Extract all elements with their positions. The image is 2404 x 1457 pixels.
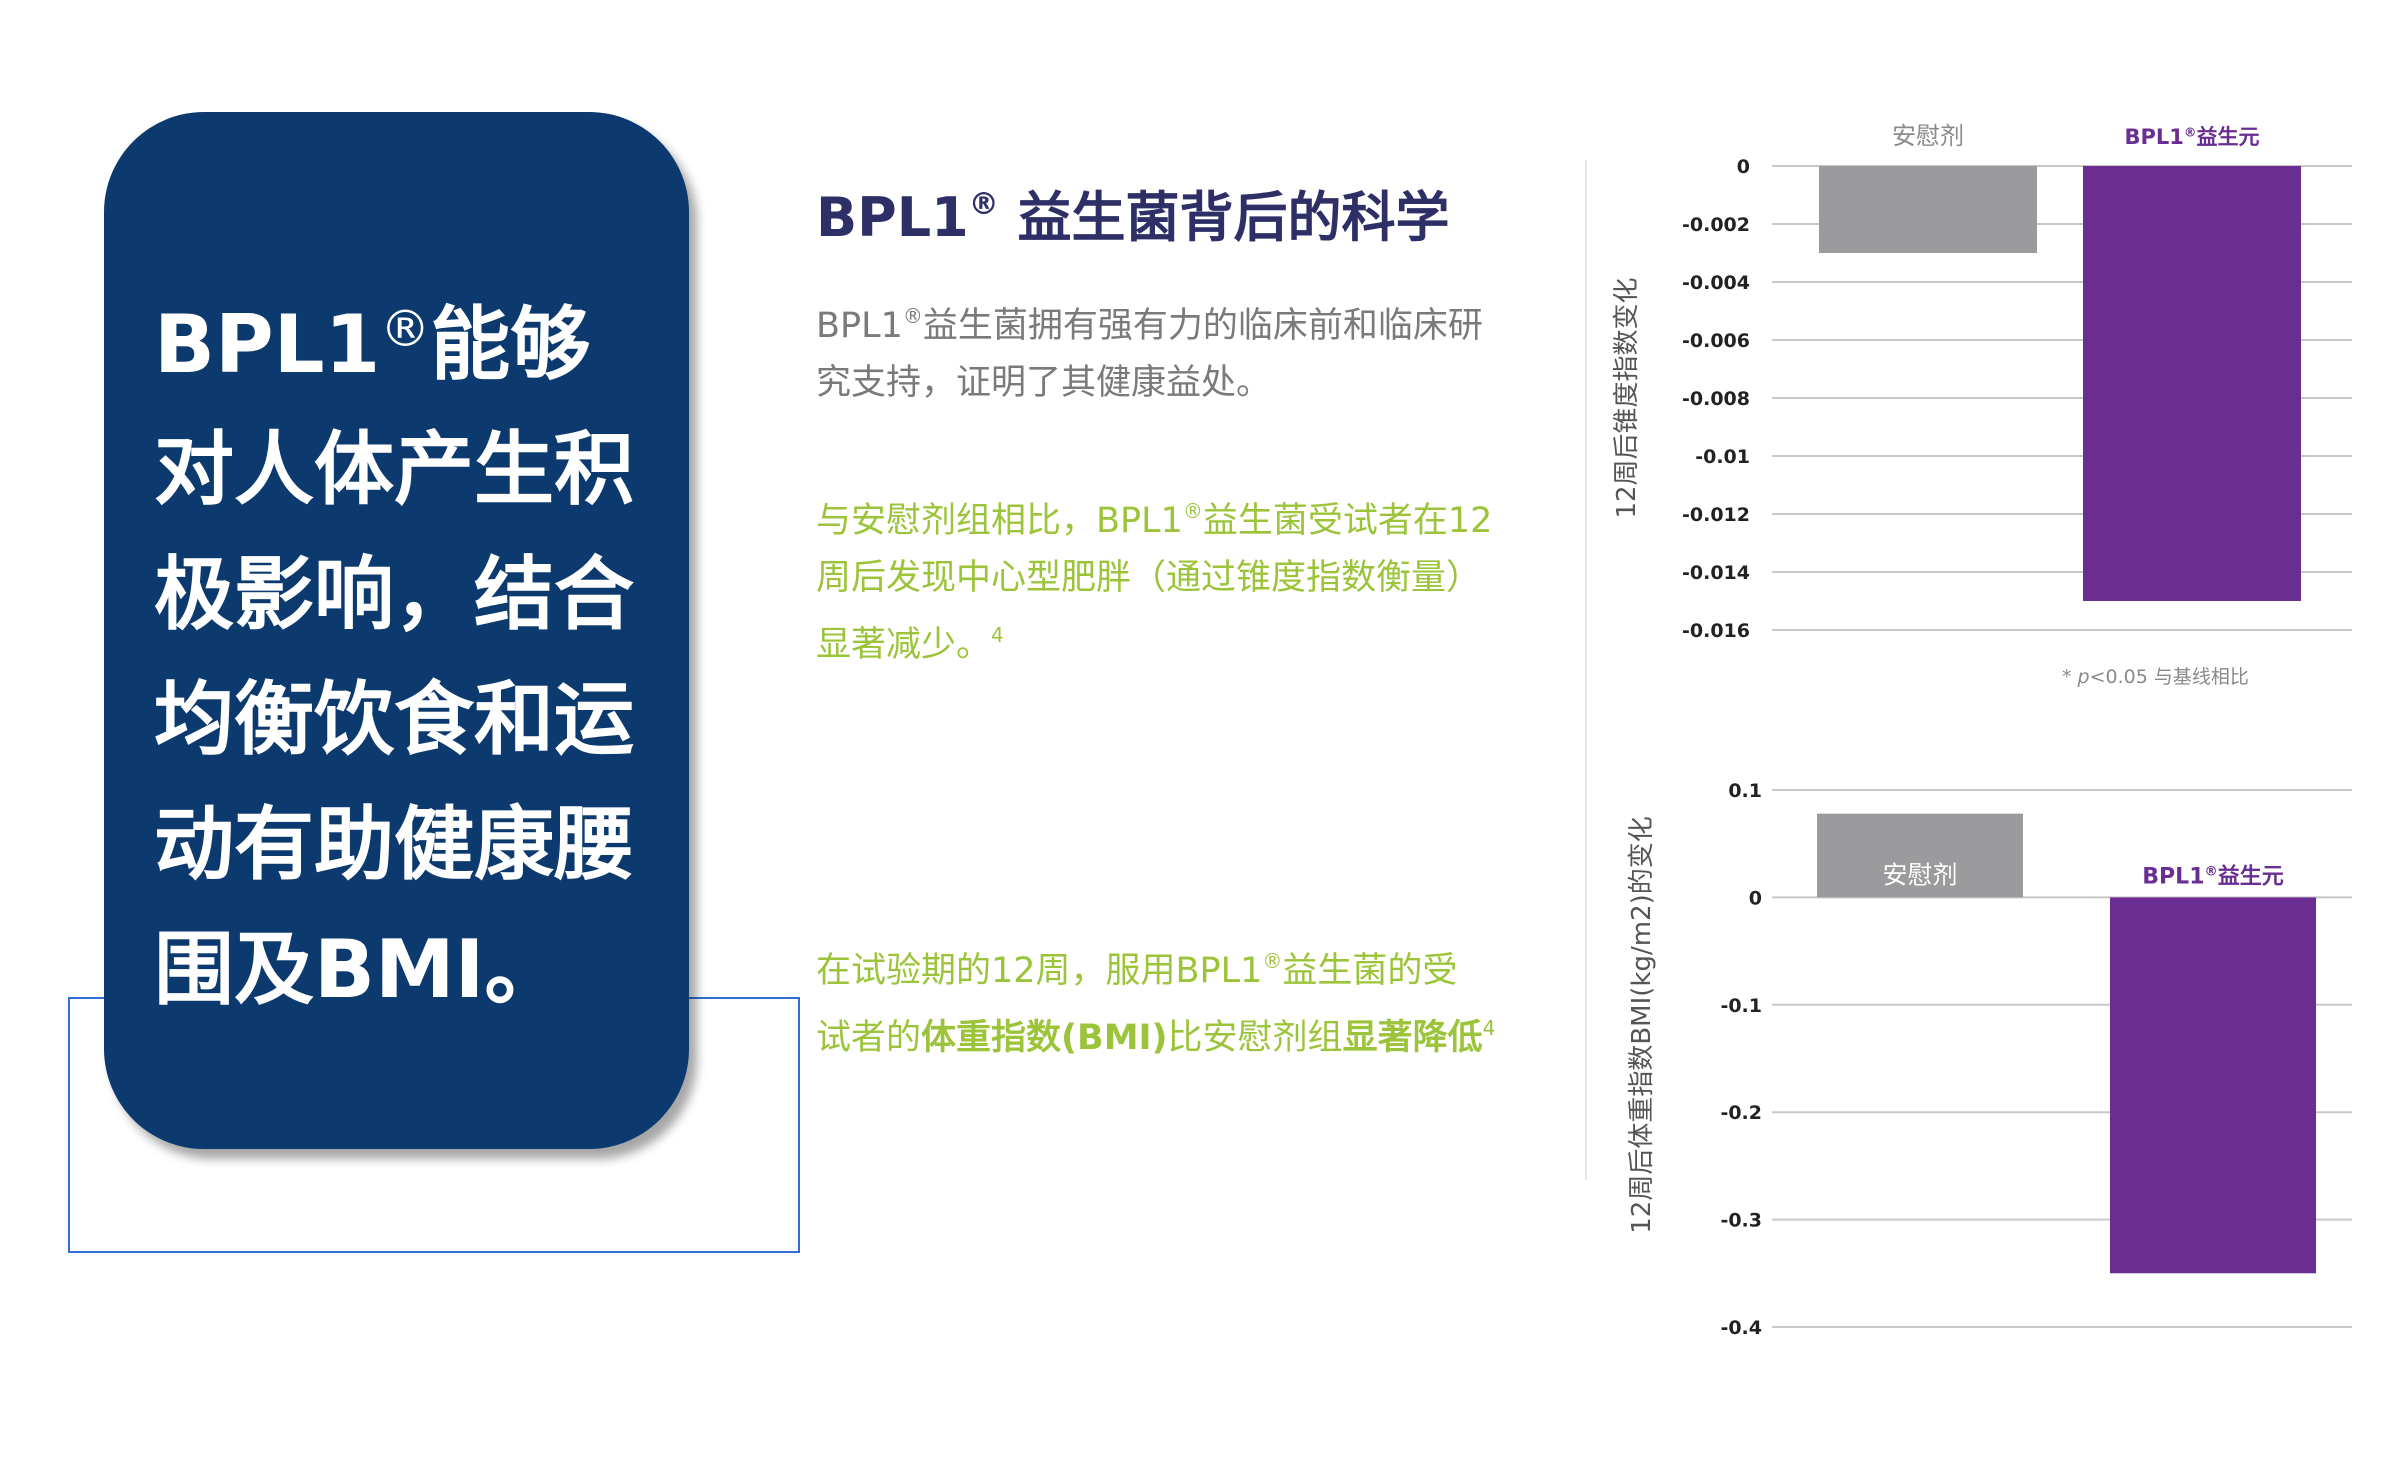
y-tick-label: -0.2 [1720, 1102, 1762, 1124]
y-tick-label: -0.012 [1682, 504, 1750, 526]
placebo-bar [1819, 166, 2037, 253]
probiotic-category-label: BPL1®益生元 [2125, 125, 2260, 149]
y-tick-label: -0.004 [1682, 272, 1750, 294]
summary-line-1: BPL1®能够 [154, 298, 591, 391]
y-tick-label: -0.016 [1682, 620, 1750, 642]
significance-footnote: * p<0.05 与基线相比 [2062, 666, 2249, 688]
placebo-bar [1817, 813, 2023, 898]
y-tick-label: -0.1 [1720, 995, 1762, 1017]
placebo-category-label: 安慰剂 [1882, 860, 1957, 889]
finding-waist: 与安慰剂组相比，BPL1®益生菌受试者在12 周后发现中心型肥胖（通过锥度指数衡… [816, 499, 1493, 665]
y-tick-label: 0 [1737, 156, 1750, 178]
probiotic-category-label: BPL1®益生元 [2142, 863, 2283, 889]
summary-card: BPL1®能够 对人体产生积 极影响，结合 均衡饮食和运 动有助健康腰 围及BM… [104, 112, 689, 1149]
y-axis-title: 12周后体重指数BMI(kg/m2)的变化 [1627, 816, 1657, 1234]
y-tick-label: 0 [1749, 887, 1762, 909]
summary-line-2: 对人体产生积 [154, 423, 634, 516]
section-title: BPL1® 益生菌背后的科学 [816, 186, 1450, 249]
summary-line-3: 极影响，结合 [154, 548, 634, 641]
y-axis-title: 12周后锥度指数变化 [1612, 277, 1642, 518]
y-tick-label: -0.002 [1682, 214, 1750, 236]
y-tick-label: -0.01 [1695, 446, 1750, 468]
summary-line-4: 均衡饮食和运 [154, 673, 634, 766]
y-tick-label: -0.4 [1720, 1317, 1762, 1339]
summary-line-5: 动有助健康腰 [154, 798, 634, 891]
y-tick-label: -0.008 [1682, 388, 1750, 410]
science-section: BPL1® 益生菌背后的科学 BPL1®益生菌拥有强有力的临床前和临床研 究支持… [816, 165, 1546, 412]
y-tick-label: -0.006 [1682, 330, 1750, 352]
vertical-divider [1585, 160, 1587, 1180]
probiotic-bar [2110, 897, 2316, 1274]
science-description: BPL1®益生菌拥有强有力的临床前和临床研 究支持，证明了其健康益处。 [816, 304, 1483, 403]
y-tick-label: -0.014 [1682, 562, 1750, 584]
summary-line-6: 围及BMI。 [154, 923, 565, 1016]
y-tick-label: -0.3 [1720, 1210, 1762, 1232]
y-tick-label: 0.1 [1728, 780, 1762, 802]
probiotic-bar [2083, 166, 2301, 601]
finding-bmi: 在试验期的12周，服用BPL1®益生菌的受 试者的体重指数(BMI)比安慰剂组显… [816, 949, 1496, 1058]
placebo-category-label: 安慰剂 [1892, 122, 1964, 150]
